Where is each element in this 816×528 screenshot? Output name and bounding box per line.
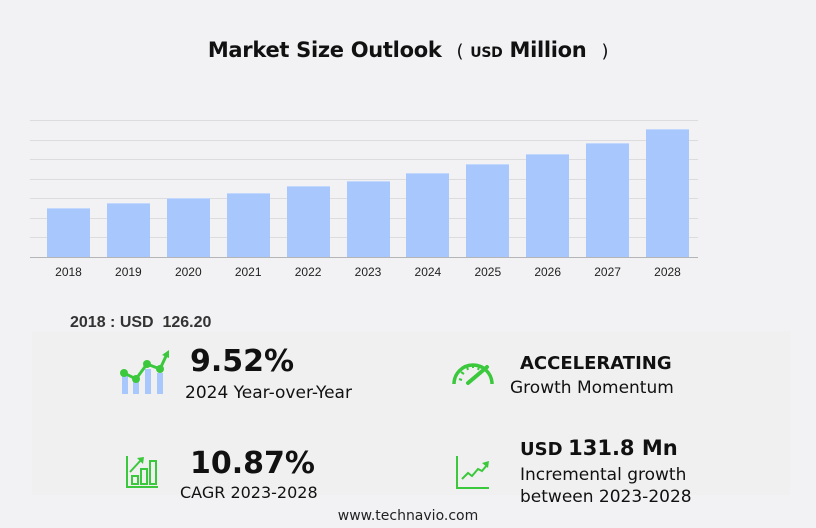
title-text: Market Size Outlook [207, 38, 442, 62]
bar-2028 [646, 129, 689, 257]
gridline [30, 120, 698, 121]
unit-open: ( [456, 41, 464, 62]
bar-2024 [406, 173, 450, 257]
cagr-value: 10.87% [190, 446, 315, 481]
bar-chart [30, 120, 698, 258]
unit-close: ) [601, 41, 609, 62]
bar-2025 [466, 164, 510, 257]
incremental-label-1: Incremental growth [520, 465, 687, 485]
gridline [30, 178, 698, 180]
momentum-value: ACCELERATING [520, 353, 672, 374]
x-tick-label: 2023 [354, 265, 382, 279]
x-tick-label: 2021 [234, 265, 262, 279]
bar-2023 [346, 180, 390, 257]
gridline [30, 139, 698, 141]
x-tick-label: 2026 [534, 265, 562, 279]
incremental-prefix: USD [520, 439, 563, 460]
base-year-value: 2018 : USD 126.20 [70, 314, 212, 331]
cagr-label: CAGR 2023-2028 [180, 483, 318, 502]
incremental-amount: 131.8 Mn [568, 436, 678, 460]
speedometer-icon [450, 358, 496, 390]
x-tick-label: 2020 [174, 265, 202, 279]
x-tick-label: 2019 [115, 265, 142, 279]
yoy-label: 2024 Year-over-Year [185, 383, 352, 403]
source-url: www.technavio.com [337, 508, 479, 524]
x-tick-label: 2018 [55, 265, 82, 279]
x-tick-label: 2028 [654, 265, 681, 279]
trend-line-icon [455, 455, 491, 495]
bar-2020 [166, 197, 210, 257]
bar-2026 [526, 154, 570, 257]
bar-2022 [286, 186, 330, 257]
x-tick-label: 2025 [474, 265, 502, 279]
bar-2027 [586, 143, 630, 257]
bar-2018 [47, 207, 90, 257]
x-tick-label: 2022 [294, 265, 322, 279]
chart-title: Market Size Outlook ( USD Million ) [0, 38, 816, 62]
unit-currency: USD [470, 45, 503, 61]
bar-2019 [106, 202, 150, 257]
bar-2021 [226, 192, 270, 257]
x-tick-label: 2027 [594, 265, 621, 279]
momentum-label: Growth Momentum [510, 378, 674, 398]
yoy-value: 9.52% [190, 344, 295, 379]
growth-chart-icon [118, 348, 170, 402]
unit-scale: Million [509, 38, 587, 62]
x-axis-line [30, 257, 698, 258]
x-tick-label: 2024 [414, 265, 442, 279]
incremental-label-2: between 2023-2028 [520, 487, 692, 507]
stats-panel [32, 331, 790, 495]
incremental-value: USD 131.8 Mn [520, 436, 678, 460]
bar-chart-arrow-icon [125, 455, 159, 493]
gridline [30, 159, 698, 161]
x-axis-labels: 2018 2019 2020 2021 2022 2023 2024 2025 2026 2027… [30, 265, 698, 281]
